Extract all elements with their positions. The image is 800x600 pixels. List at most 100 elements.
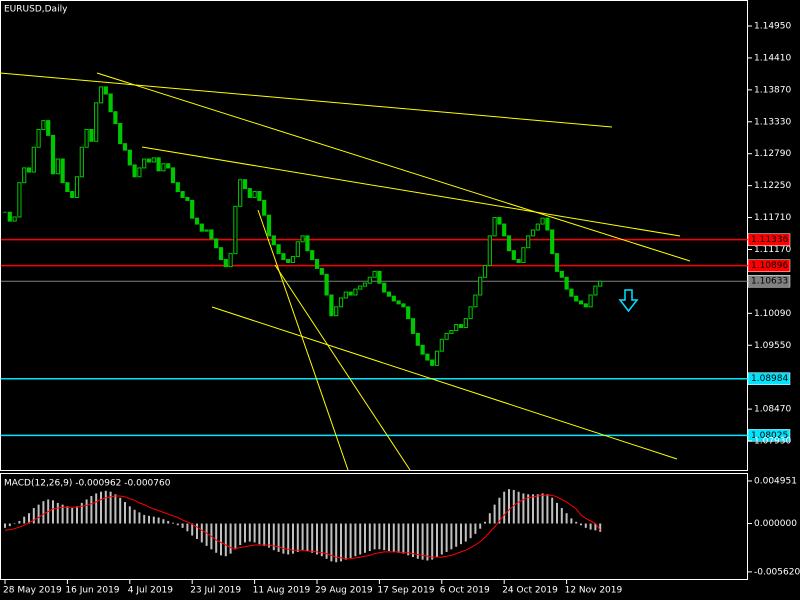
candle: [535, 223, 540, 231]
candle: [444, 332, 449, 340]
candle: [511, 250, 516, 261]
macd-bar: [200, 523, 203, 543]
macd-bar: [431, 523, 434, 560]
macd-bar: [66, 506, 69, 524]
candle: [113, 111, 118, 125]
macd-bar: [239, 523, 242, 546]
macd-bar: [354, 523, 357, 557]
macd-bar: [224, 523, 227, 557]
macd-bar: [445, 523, 448, 552]
macd-bar: [292, 523, 294, 554]
candle: [31, 146, 36, 173]
candle: [180, 191, 185, 198]
candle: [382, 282, 387, 293]
x-tick-label: 23 Jul 2019: [190, 586, 241, 596]
candle: [545, 217, 550, 231]
macd-bar: [229, 523, 232, 554]
candle: [60, 158, 65, 184]
candle: [386, 291, 392, 297]
price-level-label: 1.10896: [751, 261, 788, 271]
y-tick-label: 0.000000: [754, 519, 797, 529]
macd-bar: [527, 494, 530, 524]
macd-bar: [364, 523, 366, 553]
price-level-box: [747, 274, 791, 288]
macd-bar: [488, 513, 491, 524]
macd-bar: [253, 523, 256, 543]
candle: [122, 143, 128, 151]
candle: [84, 128, 89, 148]
candle: [324, 273, 329, 296]
candle: [247, 188, 252, 198]
macd-bar: [80, 502, 83, 524]
candle: [290, 256, 296, 263]
macd-bar: [565, 513, 568, 524]
candle: [199, 223, 204, 232]
candle: [151, 157, 156, 163]
macd-bar: [263, 523, 266, 546]
x-tick-label: 6 Oct 2019: [440, 586, 490, 596]
macd-bar: [71, 508, 74, 524]
candle: [487, 235, 492, 266]
x-tick-label: 24 Oct 2019: [502, 586, 558, 596]
macd-bar: [186, 523, 189, 532]
macd-bar: [373, 523, 376, 550]
macd-bar: [560, 508, 563, 524]
macd-bar: [85, 499, 88, 524]
macd-bar: [556, 502, 558, 524]
macd-bar: [244, 523, 246, 543]
candle: [497, 217, 502, 225]
candle: [271, 235, 276, 246]
candle: [425, 353, 430, 361]
candle: [574, 295, 579, 302]
macd-bar: [440, 523, 443, 555]
candle: [583, 303, 588, 308]
candle: [65, 182, 70, 193]
candle: [118, 123, 123, 145]
price-level-label: 1.11336: [751, 235, 788, 245]
macd-bar: [455, 523, 458, 547]
y-tick-label: 1.11170: [754, 245, 791, 255]
macd-bar: [13, 523, 16, 525]
x-tick-label: 12 Nov 2019: [565, 586, 623, 596]
chart-title: EURUSD,Daily: [4, 5, 68, 15]
macd-bar: [23, 516, 26, 524]
macd-bar: [546, 494, 549, 524]
macd-bar: [536, 494, 539, 524]
macd-bar: [325, 523, 328, 559]
signal-line: [4, 494, 601, 560]
macd-bar: [450, 523, 453, 550]
candle: [463, 318, 468, 329]
macd-bar: [282, 523, 285, 554]
macd-bar: [162, 519, 165, 524]
macd-bar: [599, 523, 602, 532]
y-tick-label: 0.004951: [754, 476, 797, 486]
candle: [492, 217, 497, 237]
macd-bar: [412, 523, 414, 558]
macd-bar: [397, 523, 400, 553]
y-tick-label: 1.08470: [754, 405, 791, 415]
macd-bar: [167, 520, 170, 524]
indicator-title: MACD(12,26,9) -0.000962 -0.000760: [4, 479, 171, 489]
candle: [449, 329, 454, 334]
trend-line: [141, 146, 681, 237]
macd-bar: [421, 523, 424, 560]
candle: [353, 288, 358, 296]
candle: [420, 344, 425, 355]
macd-bar: [119, 497, 122, 524]
candle: [70, 191, 75, 198]
macd-bar: [388, 523, 390, 552]
macd-bar: [301, 523, 304, 551]
candle: [12, 216, 17, 222]
y-tick-label: 1.07930: [754, 437, 791, 447]
candle: [185, 196, 190, 201]
macd-bar: [512, 489, 515, 524]
macd-bar: [484, 521, 486, 524]
candle: [319, 267, 324, 275]
x-tick-label: 11 Aug 2019: [253, 586, 311, 596]
x-tick-label: 4 Jul 2019: [128, 586, 173, 596]
price-level-box: [747, 429, 791, 442]
macd-bar: [589, 523, 592, 530]
candle: [257, 191, 262, 201]
candle: [209, 229, 214, 240]
